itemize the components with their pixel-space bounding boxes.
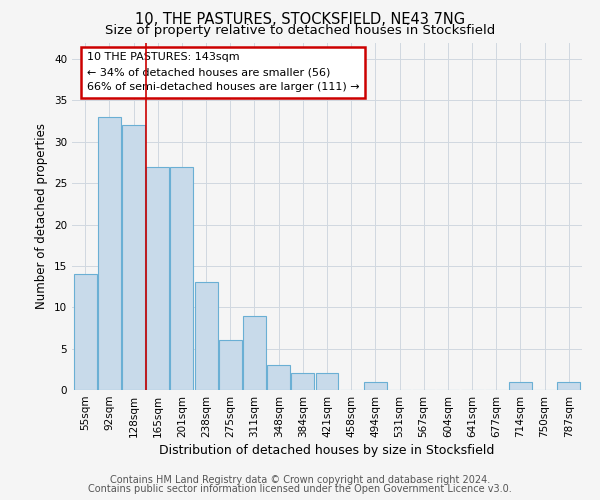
- Bar: [194, 282, 218, 390]
- Bar: [267, 365, 290, 390]
- Bar: [243, 316, 266, 390]
- Bar: [557, 382, 580, 390]
- Text: Contains HM Land Registry data © Crown copyright and database right 2024.: Contains HM Land Registry data © Crown c…: [110, 475, 490, 485]
- Y-axis label: Number of detached properties: Number of detached properties: [35, 123, 49, 309]
- Bar: [98, 117, 121, 390]
- Bar: [316, 374, 338, 390]
- X-axis label: Distribution of detached houses by size in Stocksfield: Distribution of detached houses by size …: [160, 444, 494, 457]
- Text: Contains public sector information licensed under the Open Government Licence v3: Contains public sector information licen…: [88, 484, 512, 494]
- Text: 10 THE PASTURES: 143sqm
← 34% of detached houses are smaller (56)
66% of semi-de: 10 THE PASTURES: 143sqm ← 34% of detache…: [86, 52, 359, 92]
- Bar: [122, 125, 145, 390]
- Bar: [74, 274, 97, 390]
- Bar: [292, 374, 314, 390]
- Bar: [364, 382, 387, 390]
- Bar: [146, 166, 169, 390]
- Text: 10, THE PASTURES, STOCKSFIELD, NE43 7NG: 10, THE PASTURES, STOCKSFIELD, NE43 7NG: [135, 12, 465, 28]
- Bar: [219, 340, 242, 390]
- Bar: [170, 166, 193, 390]
- Bar: [509, 382, 532, 390]
- Text: Size of property relative to detached houses in Stocksfield: Size of property relative to detached ho…: [105, 24, 495, 37]
